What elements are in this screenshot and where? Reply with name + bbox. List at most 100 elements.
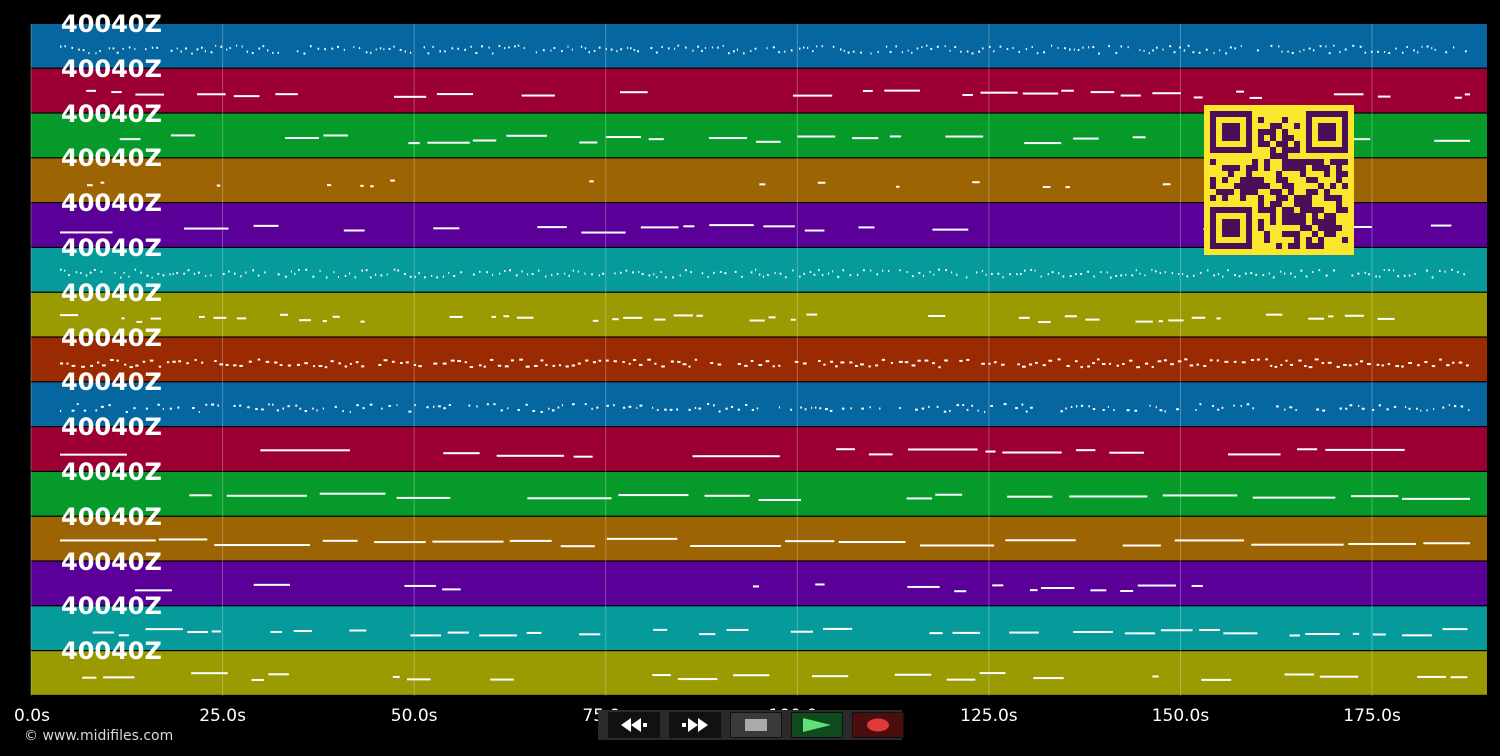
midi-note <box>745 403 748 406</box>
midi-note <box>1174 539 1245 542</box>
midi-note <box>361 365 365 368</box>
midi-note <box>655 51 658 54</box>
midi-note <box>762 275 764 278</box>
midi-note <box>966 50 969 53</box>
midi-note <box>330 360 334 363</box>
midi-note <box>86 184 93 187</box>
midi-note <box>406 678 431 681</box>
midi-note <box>1080 272 1082 275</box>
midi-note <box>460 271 463 274</box>
midi-note <box>380 274 383 277</box>
midi-note <box>1092 362 1095 365</box>
midi-note <box>60 539 156 542</box>
midi-note <box>1181 272 1184 275</box>
midi-note <box>1305 275 1308 278</box>
midi-note <box>704 46 706 49</box>
midi-note <box>1272 276 1275 279</box>
midi-note <box>984 411 986 414</box>
fast-forward-icon <box>682 718 708 732</box>
midi-note <box>1417 364 1420 367</box>
midi-note <box>965 276 968 279</box>
midi-note <box>1342 138 1371 141</box>
play-icon <box>803 718 831 732</box>
midi-note <box>444 50 446 53</box>
midi-note <box>1444 270 1446 273</box>
midi-note <box>1075 273 1077 276</box>
midi-note <box>215 44 217 47</box>
midi-note <box>349 629 367 632</box>
midi-note <box>785 276 787 279</box>
midi-note <box>383 48 385 51</box>
midi-note <box>545 363 548 366</box>
midi-note <box>234 272 236 275</box>
midi-note <box>257 274 260 277</box>
midi-note <box>145 628 183 631</box>
midi-note <box>1312 49 1315 52</box>
midi-note <box>1255 273 1258 276</box>
midi-note <box>1192 51 1195 54</box>
midi-note <box>584 47 587 50</box>
midi-note <box>1065 407 1067 410</box>
fast-forward-button[interactable] <box>669 712 721 738</box>
midi-note <box>108 47 111 50</box>
midi-note <box>1295 409 1297 412</box>
midi-note <box>1120 274 1122 277</box>
midi-note <box>898 360 903 363</box>
midi-note <box>280 313 289 316</box>
rewind-button[interactable] <box>608 712 660 738</box>
midi-note <box>768 316 776 319</box>
record-button[interactable] <box>852 712 904 738</box>
midi-note <box>1139 272 1141 275</box>
midi-note <box>667 47 670 50</box>
midi-note <box>713 271 715 274</box>
midi-note <box>519 358 523 361</box>
midi-note <box>457 47 459 50</box>
stop-button[interactable] <box>730 712 782 738</box>
midi-note <box>1007 495 1053 498</box>
midi-note <box>1426 409 1428 412</box>
midi-note <box>869 406 871 409</box>
midi-note <box>1284 673 1315 676</box>
midi-note <box>938 366 941 369</box>
midi-note <box>1023 269 1026 272</box>
midi-note <box>123 271 125 274</box>
midi-note <box>709 137 747 140</box>
midi-note <box>1283 272 1286 275</box>
midi-note <box>960 50 962 53</box>
midi-note <box>579 633 601 636</box>
midi-note <box>1439 358 1442 361</box>
midi-note <box>1195 408 1197 411</box>
midi-note <box>838 541 906 544</box>
midi-note <box>381 407 383 410</box>
midi-note <box>954 590 967 593</box>
midi-note <box>709 224 754 227</box>
midi-note <box>929 270 931 273</box>
midi-note <box>1073 48 1075 51</box>
midi-note <box>1212 404 1214 407</box>
midi-note <box>386 273 388 276</box>
midi-note <box>571 48 573 51</box>
midi-note <box>404 584 436 587</box>
midi-note <box>390 179 395 182</box>
midi-note <box>1042 364 1046 367</box>
midi-note <box>1131 274 1134 277</box>
midi-note <box>560 545 595 548</box>
midi-note <box>538 269 540 272</box>
midi-note <box>804 408 807 411</box>
midi-note <box>81 365 85 368</box>
midi-note <box>736 48 739 51</box>
midi-note <box>567 45 569 48</box>
play-button[interactable] <box>791 712 843 738</box>
midi-note <box>750 50 752 53</box>
midi-note <box>1446 364 1450 367</box>
track-lane <box>31 292 1487 337</box>
midi-note <box>1383 269 1385 272</box>
midi-note <box>841 407 845 410</box>
midi-note <box>944 359 948 362</box>
midi-note <box>1158 320 1164 323</box>
stop-icon <box>745 719 767 731</box>
midi-note <box>1196 363 1200 366</box>
midi-note <box>916 47 919 50</box>
midi-note <box>1233 404 1235 407</box>
midi-note <box>592 319 599 322</box>
